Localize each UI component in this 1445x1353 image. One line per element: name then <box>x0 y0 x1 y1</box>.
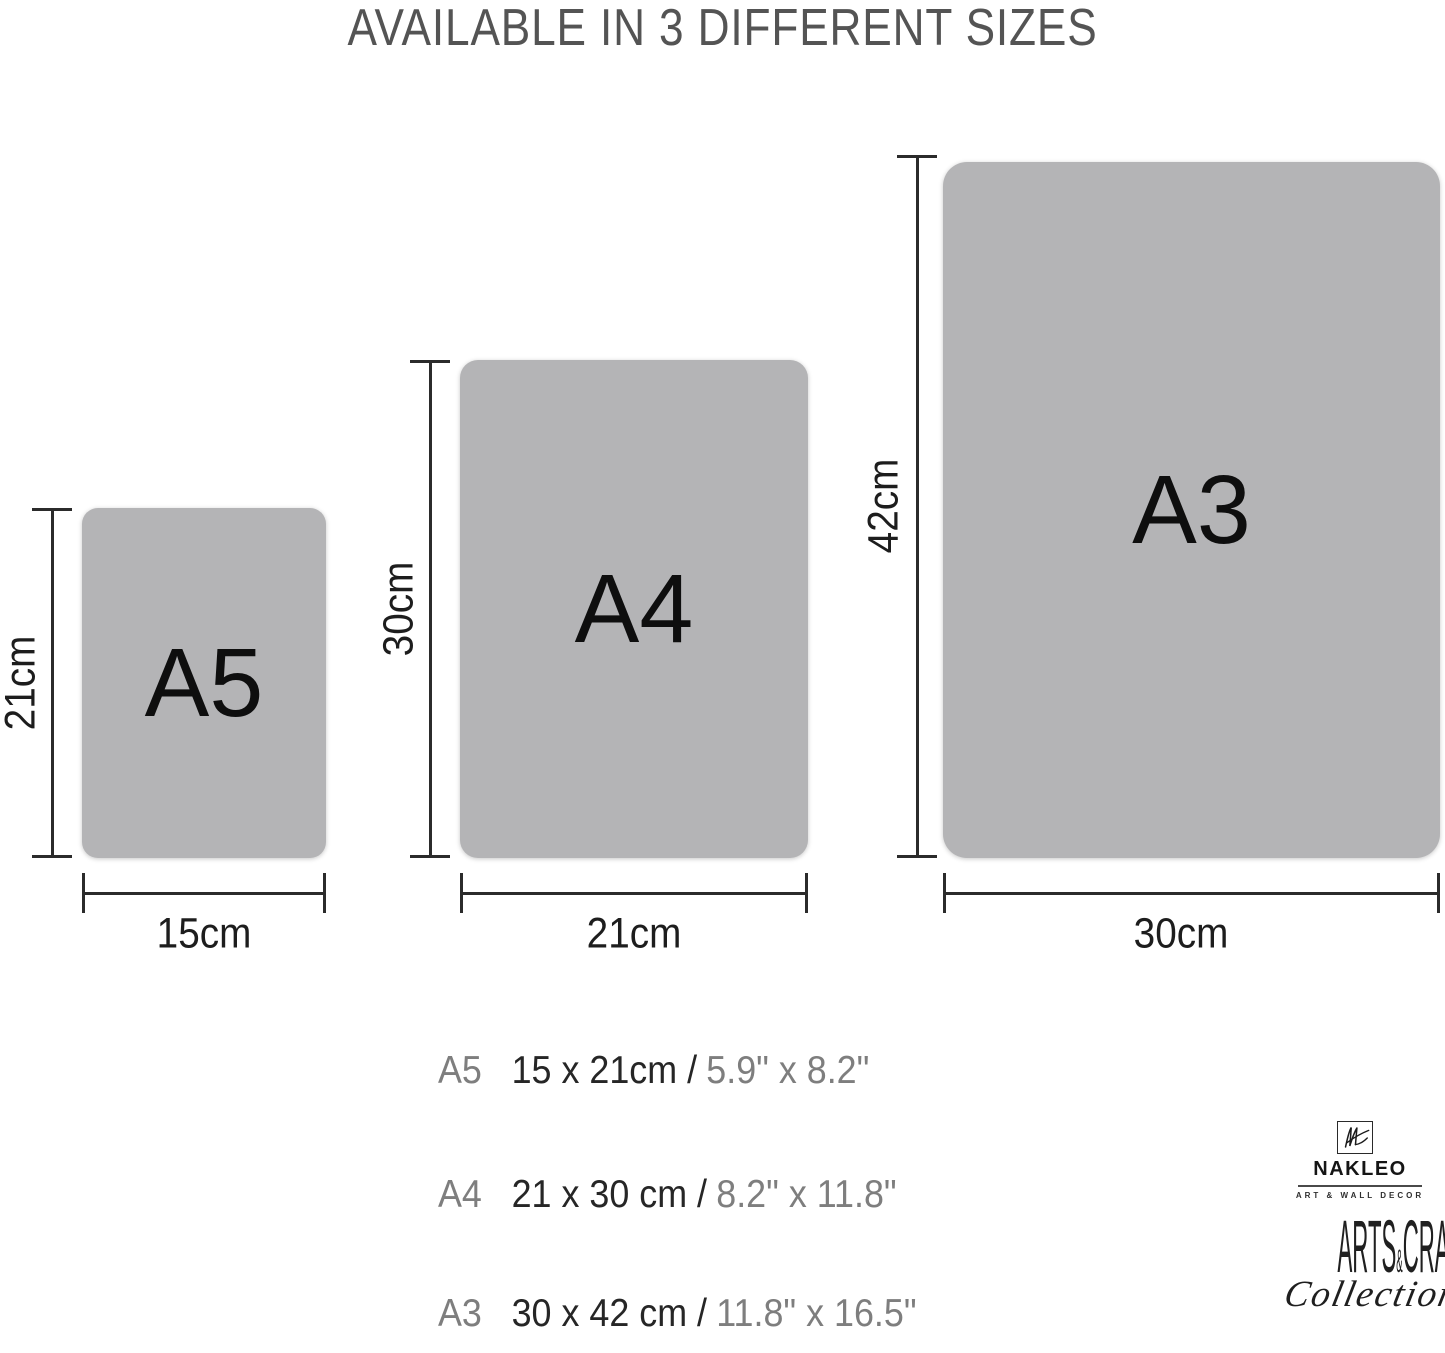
a3-height-dimension-line <box>897 155 937 858</box>
a3-height-label: 42cm <box>859 458 908 554</box>
a4-panel-label: A4 <box>574 554 694 663</box>
a5-height-line-stroke <box>50 508 54 858</box>
size-row-a3-metric: 30 x 42 cm / <box>511 1292 708 1335</box>
brand-monogram-box <box>1337 1121 1373 1154</box>
size-row-a5-name: A5 <box>438 1049 482 1092</box>
brand-name: NAKLEO <box>1313 1158 1407 1180</box>
size-row-a4: A4 21 x 30 cm /8.2" x 11.8" <box>438 1175 897 1214</box>
a5-height-dimension-line <box>32 508 72 858</box>
size-row-a3-name: A3 <box>438 1292 482 1335</box>
brand-collection-ampersand: & <box>1396 1243 1403 1279</box>
brand-collection-crafts: CRAFTS <box>1402 1205 1445 1288</box>
brand-divider <box>1298 1185 1422 1187</box>
a3-panel: A3 <box>943 162 1440 858</box>
page-title: AVAILABLE IN 3 DIFFERENT SIZES <box>347 0 1098 57</box>
size-row-a4-name: A4 <box>438 1173 482 1216</box>
size-row-a5-imperial: 5.9" x 8.2" <box>706 1049 870 1092</box>
a3-width-label: 30cm <box>1133 909 1229 958</box>
a4-height-dimension-line <box>410 360 450 858</box>
a4-panel: A4 <box>460 360 808 858</box>
a5-width-line-stroke <box>82 891 326 895</box>
size-row-a4-imperial: 8.2" x 11.8" <box>716 1173 897 1216</box>
brand-collection-script: Collection <box>1280 1274 1445 1315</box>
a4-width-line-stroke <box>460 891 808 895</box>
a4-width-label: 21cm <box>586 909 682 958</box>
size-row-a5-metric: 15 x 21cm / <box>511 1049 698 1092</box>
a4-height-line-stroke <box>428 360 432 858</box>
nl-monogram-icon <box>1344 1127 1370 1148</box>
size-row-a4-metric: 21 x 30 cm / <box>511 1173 708 1216</box>
brand-tagline: ART & WALL DECOR <box>1295 1191 1425 1200</box>
brand-collection-arts: ARTS <box>1337 1205 1397 1288</box>
a4-height-label: 30cm <box>374 561 423 657</box>
a4-width-dimension-line <box>460 873 808 913</box>
a5-panel-label: A5 <box>144 628 264 737</box>
a3-width-dimension-line <box>943 873 1440 913</box>
a5-panel: A5 <box>82 508 326 858</box>
size-row-a3: A3 30 x 42 cm /11.8" x 16.5" <box>438 1294 917 1333</box>
a3-width-line-stroke <box>943 891 1440 895</box>
brand-collection-wordmark: ARTS&CRAFTS <box>1338 1210 1445 1291</box>
a5-width-dimension-line <box>82 873 326 913</box>
size-row-a5: A5 15 x 21cm /5.9" x 8.2" <box>438 1051 869 1090</box>
a5-width-label: 15cm <box>156 909 252 958</box>
size-row-a3-imperial: 11.8" x 16.5" <box>716 1292 917 1335</box>
brand-block: NAKLEO ART & WALL DECOR ARTS&CRAFTS Coll… <box>1281 1115 1445 1353</box>
a3-height-line-stroke <box>915 155 919 858</box>
a3-panel-label: A3 <box>1132 455 1251 564</box>
a5-height-label: 21cm <box>0 635 45 731</box>
